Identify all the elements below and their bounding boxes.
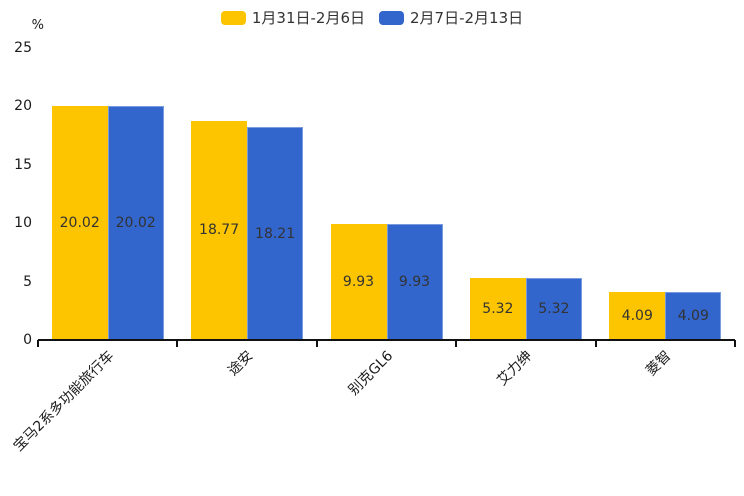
x-axis-tick	[37, 340, 39, 347]
x-axis-tick	[315, 340, 318, 347]
y-tick-label: 15	[14, 156, 32, 173]
bar-1月31日-2月6日-别克GL6	[330, 224, 387, 340]
x-axis-tick	[455, 340, 458, 347]
bar-2月7日-2月13日-途安	[247, 127, 304, 340]
legend-swatch-icon	[379, 11, 404, 25]
bar-value-label: 9.93	[398, 274, 431, 290]
bar-value-label: 18.21	[255, 225, 296, 242]
legend-label: 1月31日-2月6日	[251, 9, 365, 27]
bar-2月7日-2月13日-别克GL6	[386, 224, 443, 340]
bar-value-label: 9.93	[342, 274, 375, 290]
y-tick-label: 25	[14, 40, 32, 56]
x-axis-line	[38, 339, 735, 341]
legend-label: 2月7日-2月13日	[410, 9, 524, 27]
x-axis-tick	[594, 340, 597, 347]
x-category-label: 别克GL6	[345, 348, 396, 399]
bar-value-label: 4.09	[621, 308, 653, 325]
bar-1月31日-2月6日-艾力绅	[469, 277, 526, 340]
x-category-label: 艾力绅	[494, 348, 536, 390]
bar-2月7日-2月13日-宝马2系多功能旅行车	[107, 106, 164, 340]
x-category-label: 途安	[225, 348, 257, 380]
bar-value-label: 5.32	[482, 300, 514, 317]
legend-item-series-1[interactable]: 2月7日-2月13日	[379, 8, 523, 28]
bar-value-label: 5.32	[538, 300, 570, 317]
x-axis-tick	[734, 340, 736, 347]
bar-value-label: 20.02	[115, 215, 156, 232]
y-tick-label: 10	[14, 215, 32, 232]
y-axis-unit-label: %	[31, 18, 44, 33]
y-tick-label: 5	[23, 273, 32, 290]
x-category-label: 菱智	[643, 348, 675, 380]
bar-value-label: 4.09	[677, 308, 709, 325]
bar-1月31日-2月6日-菱智	[609, 292, 666, 340]
y-tick-label: 0	[23, 332, 32, 348]
x-category-label: 宝马2系多功能旅行车	[10, 348, 118, 455]
bar-1月31日-2月6日-途安	[191, 120, 248, 340]
chart-legend: 1月31日-2月6日 2月7日-2月13日	[0, 8, 744, 28]
legend-swatch-icon	[220, 11, 246, 25]
bar-1月31日-2月6日-宝马2系多功能旅行车	[51, 106, 108, 340]
bar-2月7日-2月13日-艾力绅	[525, 277, 582, 340]
y-tick-label: 20	[14, 98, 32, 115]
bar-2月7日-2月13日-菱智	[665, 292, 722, 340]
bar-value-label: 18.77	[199, 222, 240, 239]
x-axis-tick	[176, 340, 179, 347]
legend-item-series-0[interactable]: 1月31日-2月6日	[220, 8, 365, 28]
bar-value-label: 20.02	[59, 215, 100, 232]
